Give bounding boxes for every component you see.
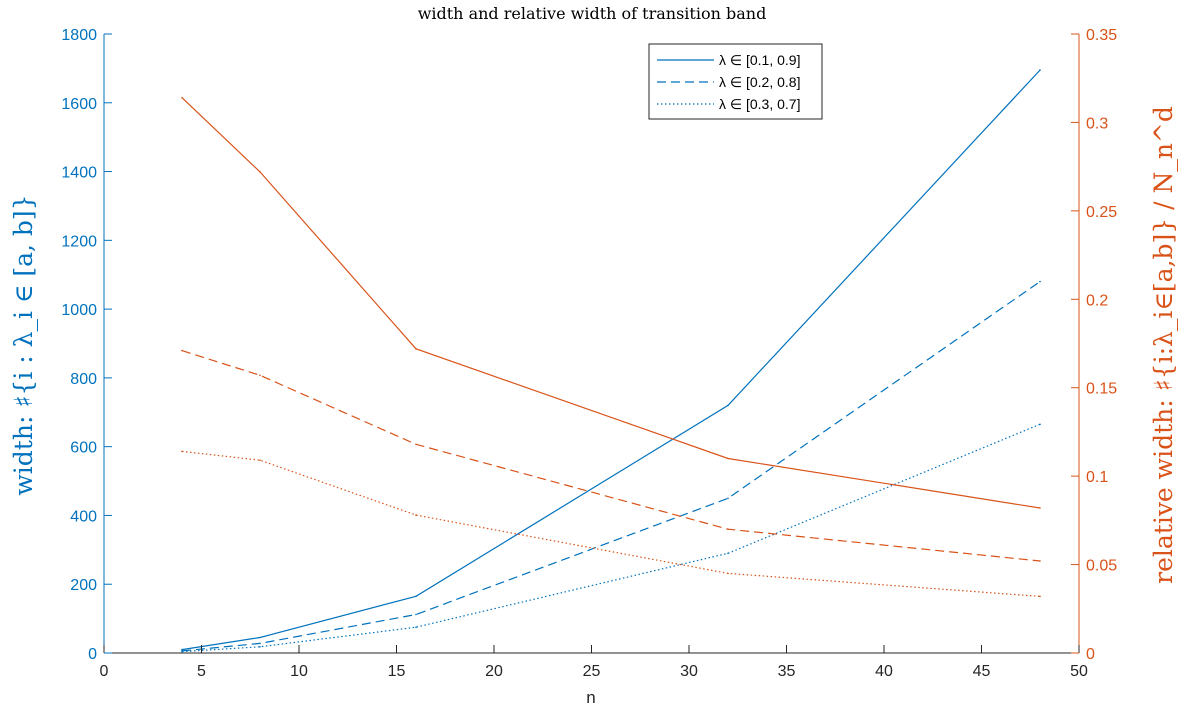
data-point: [259, 374, 261, 377]
data-point: [727, 572, 729, 575]
x-axis-label: n: [586, 688, 595, 707]
data-point: [1039, 69, 1041, 71]
y-left-tick-label: 1600: [61, 96, 97, 113]
x-tick-label: 25: [583, 663, 601, 680]
data-point: [1039, 560, 1041, 562]
y-left-tick-label: 800: [70, 371, 97, 388]
x-tick-label: 0: [100, 663, 109, 680]
y-right-tick-label: 0.05: [1086, 558, 1117, 575]
y-right-tick-label: 0.3: [1086, 115, 1108, 132]
x-tick-label: 50: [1070, 663, 1088, 680]
x-tick-label: 40: [875, 663, 893, 680]
ticks-layer: 0 5 10 15 20 25 30 35 40 45 5002004006008001000120…: [61, 27, 1117, 680]
y-axis-right-label: relative width: ♯{i:λ_i∈[a,b]} / N_n^d: [1149, 106, 1178, 584]
y-left-tick-label: 1000: [61, 302, 97, 319]
data-point: [259, 646, 261, 648]
legend-entry: λ ∈ [0.2, 0.8]: [719, 74, 800, 90]
data-point: [415, 613, 417, 616]
data-point: [415, 348, 417, 350]
x-tick-label: 35: [778, 663, 796, 680]
data-point: [259, 171, 261, 173]
data-point: [415, 595, 417, 598]
y-left-tick-label: 400: [70, 508, 97, 525]
y-left-tick-label: 0: [88, 646, 97, 663]
data-point: [1039, 280, 1041, 283]
data-point: [259, 459, 261, 462]
series-line-right-6: [181, 450, 1041, 597]
data-point: [1039, 423, 1041, 426]
data-point: [181, 450, 183, 453]
data-point: [415, 443, 417, 446]
legend: λ ∈ [0.1, 0.9] λ ∈ [0.2, 0.8] λ ∈ [0.3, 0.…: [648, 43, 823, 120]
y-left-tick-label: 1800: [61, 27, 97, 44]
y-axis-right-label-text: relative width: ♯{i:λ_i∈[a,b]} / N_n^d: [1149, 106, 1178, 584]
data-point: [727, 552, 729, 555]
axes: [103, 34, 1080, 654]
x-tick-label: 15: [388, 663, 406, 680]
y-left-tick-label: 600: [70, 440, 97, 457]
data-point: [181, 96, 183, 99]
legend-box: [648, 43, 823, 120]
series-line-right-4: [181, 97, 1041, 509]
data-point: [1039, 507, 1041, 509]
x-tick-label: 20: [485, 663, 503, 680]
x-tick-label: 10: [290, 663, 308, 680]
y-right-tick-label: 0.35: [1086, 27, 1117, 44]
data-point: [181, 349, 183, 352]
data-point: [1039, 595, 1041, 598]
y-axis-left-label-text: width: ♯{i : λ_i ∈ [a, b]}: [9, 194, 38, 495]
y-right-tick-label: 0.25: [1086, 204, 1117, 221]
x-tick-label: 5: [197, 663, 206, 680]
y-left-tick-label: 1200: [61, 233, 97, 250]
series-layer: [181, 69, 1041, 653]
y-axis-left-label: width: ♯{i : λ_i ∈ [a, b]}: [9, 194, 38, 495]
legend-entry: λ ∈ [0.3, 0.7]: [719, 96, 800, 112]
y-right-tick-label: 0.15: [1086, 381, 1117, 398]
legend-entry: λ ∈ [0.1, 0.9]: [719, 52, 800, 68]
series-line-left-1: [181, 69, 1041, 651]
series-line-right-5: [181, 350, 1041, 562]
series-line-left-2: [181, 281, 1041, 652]
data-point: [727, 497, 729, 500]
y-right-tick-label: 0.1: [1086, 469, 1108, 486]
y-left-tick-label: 1400: [61, 165, 97, 182]
series-line-left-3: [181, 423, 1041, 653]
y-left-tick-label: 200: [70, 577, 97, 594]
data-point: [415, 514, 417, 516]
data-point: [181, 648, 183, 651]
x-tick-label: 45: [973, 663, 991, 680]
y-right-tick-label: 0: [1086, 646, 1095, 663]
y-right-tick-label: 0.2: [1086, 292, 1108, 309]
data-point: [727, 404, 729, 407]
chart-title: width and relative width of transition b…: [418, 4, 767, 23]
data-point: [727, 528, 729, 530]
x-tick-label: 30: [680, 663, 698, 680]
data-point: [415, 626, 417, 628]
data-point: [727, 457, 729, 460]
data-point: [259, 642, 261, 645]
data-point: [181, 650, 183, 653]
data-point: [259, 636, 261, 639]
